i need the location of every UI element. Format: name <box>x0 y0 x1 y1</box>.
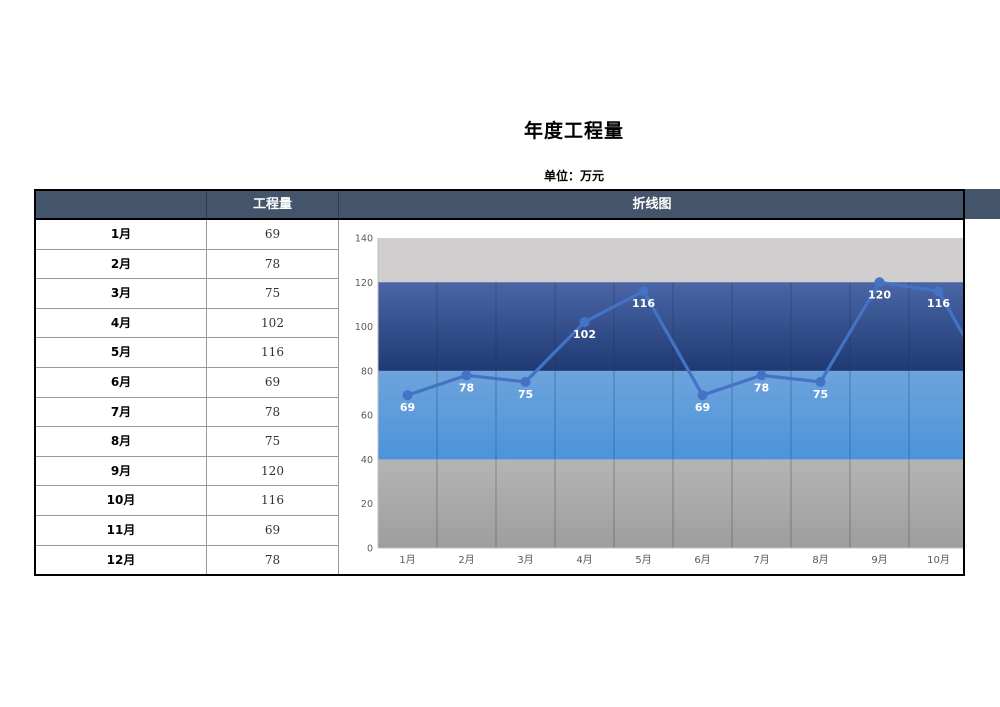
header-month <box>36 191 206 218</box>
data-label: 120 <box>868 288 891 301</box>
data-point <box>815 376 826 387</box>
data-point <box>461 370 472 381</box>
quantity-cell: 78 <box>264 404 281 419</box>
x-tick-label: 5月 <box>635 554 651 566</box>
y-tick-label: 0 <box>367 544 373 555</box>
data-sheet: 工程量 折线图 1月 69 2月 78 3月 75 4月 102 5月 116 6月 69 7月 78 8月… <box>34 189 965 576</box>
header-chart: 折线图 <box>632 197 672 212</box>
quantity-cell: 116 <box>261 345 284 360</box>
table-row: 12月 78 <box>36 546 338 574</box>
x-tick-label: 1月 <box>399 554 415 566</box>
x-tick-label: 7月 <box>753 554 769 566</box>
quantity-cell: 69 <box>264 227 281 241</box>
y-tick-label: 120 <box>355 278 373 289</box>
table-row: 9月 120 <box>36 457 338 487</box>
table-row: 2月 78 <box>36 250 338 280</box>
y-tick-label: 60 <box>361 411 373 422</box>
data-point <box>697 390 708 401</box>
table-row: 8月 75 <box>36 427 338 457</box>
unit-label: 单位：万元 <box>543 169 604 183</box>
chart-band-shade <box>378 459 963 548</box>
month-cell: 11月 <box>106 523 136 537</box>
month-cell: 2月 <box>110 256 132 271</box>
month-cell: 5月 <box>110 345 132 360</box>
table-row: 1月 69 <box>36 220 338 250</box>
chart-band <box>378 238 963 283</box>
x-tick-label: 2月 <box>458 554 474 566</box>
table-row: 10月 116 <box>36 486 338 516</box>
y-tick-label: 100 <box>355 322 373 333</box>
chart-band-shade <box>378 370 963 460</box>
line-chart: 0 20 40 60 80 100 120 140 1月 2月 3月 4月 5月 6月 7月 8月 9月 10月 6… <box>342 226 963 572</box>
table-row: 4月 102 <box>36 309 338 339</box>
data-point <box>579 317 590 328</box>
header-separator <box>206 191 207 218</box>
data-label: 116 <box>927 297 950 310</box>
data-point <box>402 390 413 401</box>
data-label: 102 <box>573 328 596 341</box>
data-label: 75 <box>813 388 828 401</box>
table-header: 工程量 折线图 <box>36 191 963 220</box>
x-tick-label: 9月 <box>871 554 887 566</box>
data-point <box>520 376 531 387</box>
data-point <box>756 370 767 381</box>
quantity-cell: 75 <box>264 434 281 449</box>
table-row: 7月 78 <box>36 398 338 428</box>
x-tick-label: 6月 <box>694 554 710 566</box>
month-cell: 9月 <box>110 463 132 478</box>
x-tick-label: 3月 <box>517 554 533 566</box>
data-label: 69 <box>695 401 710 414</box>
data-label: 78 <box>459 381 474 394</box>
month-cell: 10月 <box>106 493 136 508</box>
data-label: 75 <box>518 388 533 401</box>
page-title: 年度工程量 <box>523 120 624 142</box>
table-row: 5月 116 <box>36 338 338 368</box>
quantity-cell: 102 <box>261 315 284 330</box>
data-label: 116 <box>632 297 655 310</box>
quantity-cell: 78 <box>264 552 281 567</box>
y-tick-label: 20 <box>361 499 373 510</box>
chart-svg: 0 20 40 60 80 100 120 140 1月 2月 3月 4月 5月 6月 7月 8月 9月 10月 6… <box>355 234 963 566</box>
table-row: 11月 69 <box>36 516 338 546</box>
chart-band-shade <box>378 282 963 371</box>
y-tick-label: 140 <box>355 234 373 245</box>
quantity-cell: 120 <box>261 463 284 478</box>
data-point <box>874 277 885 288</box>
x-tick-label: 4月 <box>576 554 592 566</box>
month-cell: 12月 <box>106 552 136 567</box>
month-cell: 6月 <box>110 375 132 389</box>
data-point <box>638 286 649 297</box>
table-row: 3月 75 <box>36 279 338 309</box>
x-tick-label: 8月 <box>812 554 828 566</box>
data-label: 69 <box>400 401 415 414</box>
header-separator <box>338 191 339 218</box>
quantity-cell: 78 <box>264 256 281 271</box>
table-row: 6月 69 <box>36 368 338 398</box>
header-overflow <box>965 189 1000 219</box>
quantity-cell: 75 <box>264 286 281 301</box>
data-label: 78 <box>754 381 769 394</box>
column-divider <box>338 220 339 574</box>
month-cell: 4月 <box>110 315 132 330</box>
quantity-cell: 69 <box>264 523 281 537</box>
quantity-cell: 116 <box>261 493 284 508</box>
month-cell: 3月 <box>110 286 132 301</box>
data-point <box>933 286 944 297</box>
month-cell: 1月 <box>110 227 132 241</box>
month-cell: 8月 <box>110 434 132 449</box>
y-tick-label: 40 <box>361 455 373 466</box>
header-quantity: 工程量 <box>252 197 292 212</box>
x-tick-label: 10月 <box>927 554 950 566</box>
quantity-cell: 69 <box>264 375 281 389</box>
month-cell: 7月 <box>110 404 132 419</box>
column-divider <box>206 220 207 574</box>
y-tick-label: 80 <box>361 366 373 377</box>
